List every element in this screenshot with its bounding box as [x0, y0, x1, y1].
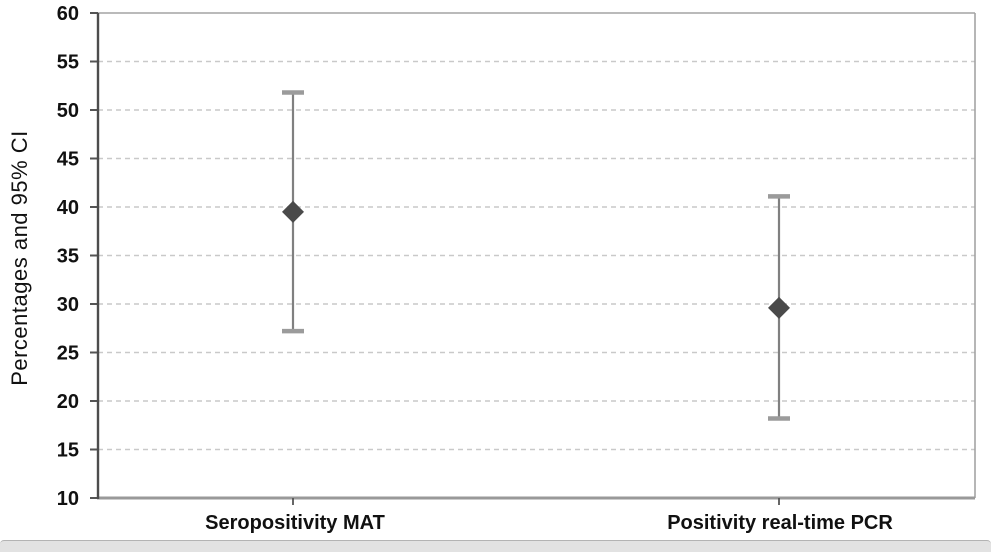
point-estimate-diamond [282, 200, 304, 223]
y-tick-label: 45 [57, 149, 79, 171]
y-tick-label: 30 [57, 294, 79, 316]
y-tick-label: 40 [57, 197, 79, 219]
y-tick-label: 60 [57, 3, 79, 25]
y-tick-label: 55 [57, 52, 79, 74]
category-label-positivity-realtime-pcr: Positivity real-time PCR [667, 512, 893, 534]
y-tick-label: 35 [57, 246, 79, 268]
bottom-scrollbar-track[interactable] [0, 540, 991, 552]
y-tick-label: 50 [57, 100, 79, 122]
y-tick-label: 20 [57, 391, 79, 413]
y-tick-label: 25 [57, 343, 79, 365]
y-tick-label: 10 [57, 488, 79, 510]
point-estimate-diamond [768, 296, 790, 319]
y-tick-label: 15 [57, 440, 79, 462]
category-label-seropositivity-mat: Seropositivity MAT [205, 512, 385, 534]
